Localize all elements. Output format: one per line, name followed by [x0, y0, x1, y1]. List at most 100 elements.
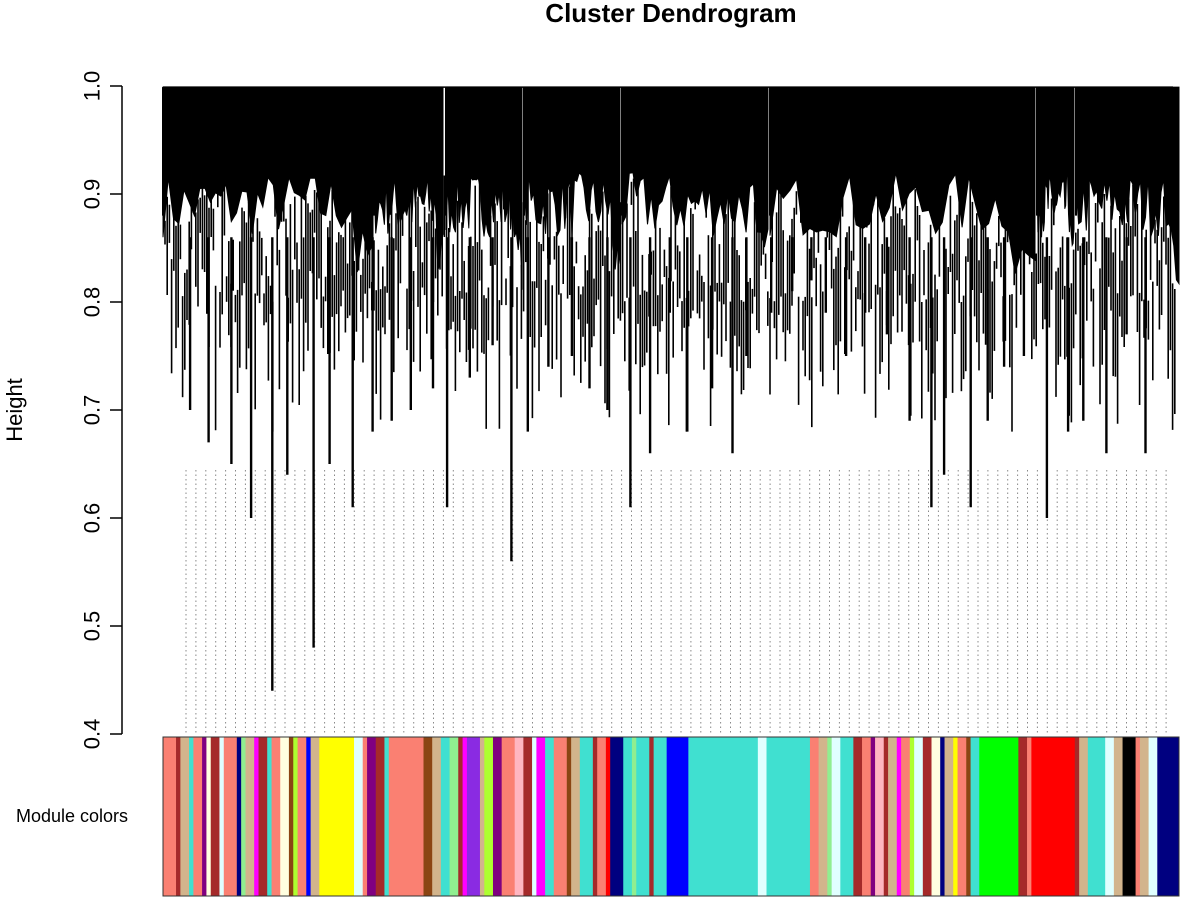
module-color-block [875, 737, 885, 896]
module-color-block [901, 737, 911, 896]
module-color-block [280, 737, 290, 896]
y-tick-label: 0.5 [80, 611, 105, 642]
module-color-block [310, 737, 320, 896]
module-color-block [605, 737, 611, 896]
module-color-block [631, 737, 637, 896]
module-color-block [245, 737, 255, 896]
module-color-block [1148, 737, 1158, 896]
module-color-block [766, 737, 811, 896]
module-color-block [319, 737, 355, 896]
module-color-block [306, 737, 312, 896]
module-color-block [649, 737, 655, 896]
module-color-block [384, 737, 390, 896]
module-color-block [388, 737, 424, 896]
module-color-block [514, 737, 524, 896]
module-color-block [297, 737, 307, 896]
module-color-block [189, 737, 194, 896]
module-color-block [1074, 737, 1080, 896]
module-color-block [914, 737, 924, 896]
module-color-block [466, 737, 481, 896]
module-color-block [180, 737, 190, 896]
module-color-block [536, 737, 546, 896]
module-color-block [636, 737, 650, 896]
module-color-block [653, 737, 668, 896]
cluster-mass [1036, 86, 1075, 248]
y-tick-label: 1.0 [80, 71, 105, 102]
module-color-block [922, 737, 932, 896]
y-axis-label: Height [2, 378, 27, 442]
module-color-block [202, 737, 207, 896]
module-color-block [666, 737, 689, 896]
module-color-block [176, 737, 181, 896]
module-color-block [1087, 737, 1106, 896]
module-color-block [571, 737, 581, 896]
module-color-block [1027, 737, 1032, 896]
module-color-block [818, 737, 828, 896]
y-tick-label: 0.8 [80, 287, 105, 318]
module-color-block [940, 737, 945, 896]
module-color-block [957, 737, 967, 896]
module-color-block [354, 737, 364, 896]
module-color-block [1018, 737, 1028, 896]
module-color-block [831, 737, 841, 896]
module-color-block [267, 737, 272, 896]
module-color-block [484, 737, 494, 896]
module-color-block [553, 737, 568, 896]
module-color-block [896, 737, 902, 896]
module-color-block [610, 737, 624, 896]
module-color-block [688, 737, 759, 896]
module-color-block [870, 737, 876, 896]
module-color-block [492, 737, 503, 896]
module-color-block [210, 737, 220, 896]
module-color-block [423, 737, 433, 896]
module-color-block [970, 737, 980, 896]
module-color-block [458, 737, 463, 896]
module-color-block [623, 737, 633, 896]
module-color-block [163, 737, 177, 896]
module-color-block [1139, 737, 1149, 896]
y-axis: 0.4 0.5 0.6 0.7 0.8 0.9 1.0 [80, 71, 123, 750]
dendrogram-branches [162, 86, 1180, 691]
module-color-block [293, 737, 298, 896]
module-color-block [566, 737, 572, 896]
module-color-block [501, 737, 516, 896]
module-color-block [944, 737, 954, 896]
module-color-block [1079, 737, 1089, 896]
module-color-block [362, 737, 368, 896]
module-color-block [449, 737, 459, 896]
module-color-block [1135, 737, 1141, 896]
module-color-block [223, 737, 238, 896]
module-color-block [883, 737, 889, 896]
y-tick-label: 0.4 [80, 719, 105, 750]
module-color-block [236, 737, 242, 896]
module-color-block [367, 737, 377, 896]
module-color-block [840, 737, 854, 896]
module-color-block [1113, 737, 1123, 896]
cluster-mass [621, 86, 769, 248]
module-color-block [966, 737, 971, 896]
module-color-block [523, 737, 533, 896]
module-color-block [288, 737, 294, 896]
module-color-block [909, 737, 915, 896]
module-color-block [532, 737, 537, 896]
module-color-block [809, 737, 820, 896]
module-color-block [375, 737, 385, 896]
module-color-block [1122, 737, 1136, 896]
y-tick-label: 0.9 [80, 179, 105, 210]
module-color-block [219, 737, 225, 896]
module-color-block [979, 737, 1019, 896]
module-strip-border [162, 736, 1180, 897]
leaf-guide-lines [185, 470, 1167, 734]
module-color-block [853, 737, 863, 896]
y-tick-label: 0.6 [80, 503, 105, 534]
y-tick-label: 0.7 [80, 395, 105, 426]
module-color-block [258, 737, 268, 896]
module-color-block [271, 737, 281, 896]
module-color-block [1031, 737, 1076, 896]
module-color-block [241, 737, 246, 896]
module-color-strip [162, 736, 1180, 897]
module-color-block [479, 737, 485, 896]
module-color-block [862, 737, 872, 896]
module-colors-label: Module colors [16, 806, 128, 826]
